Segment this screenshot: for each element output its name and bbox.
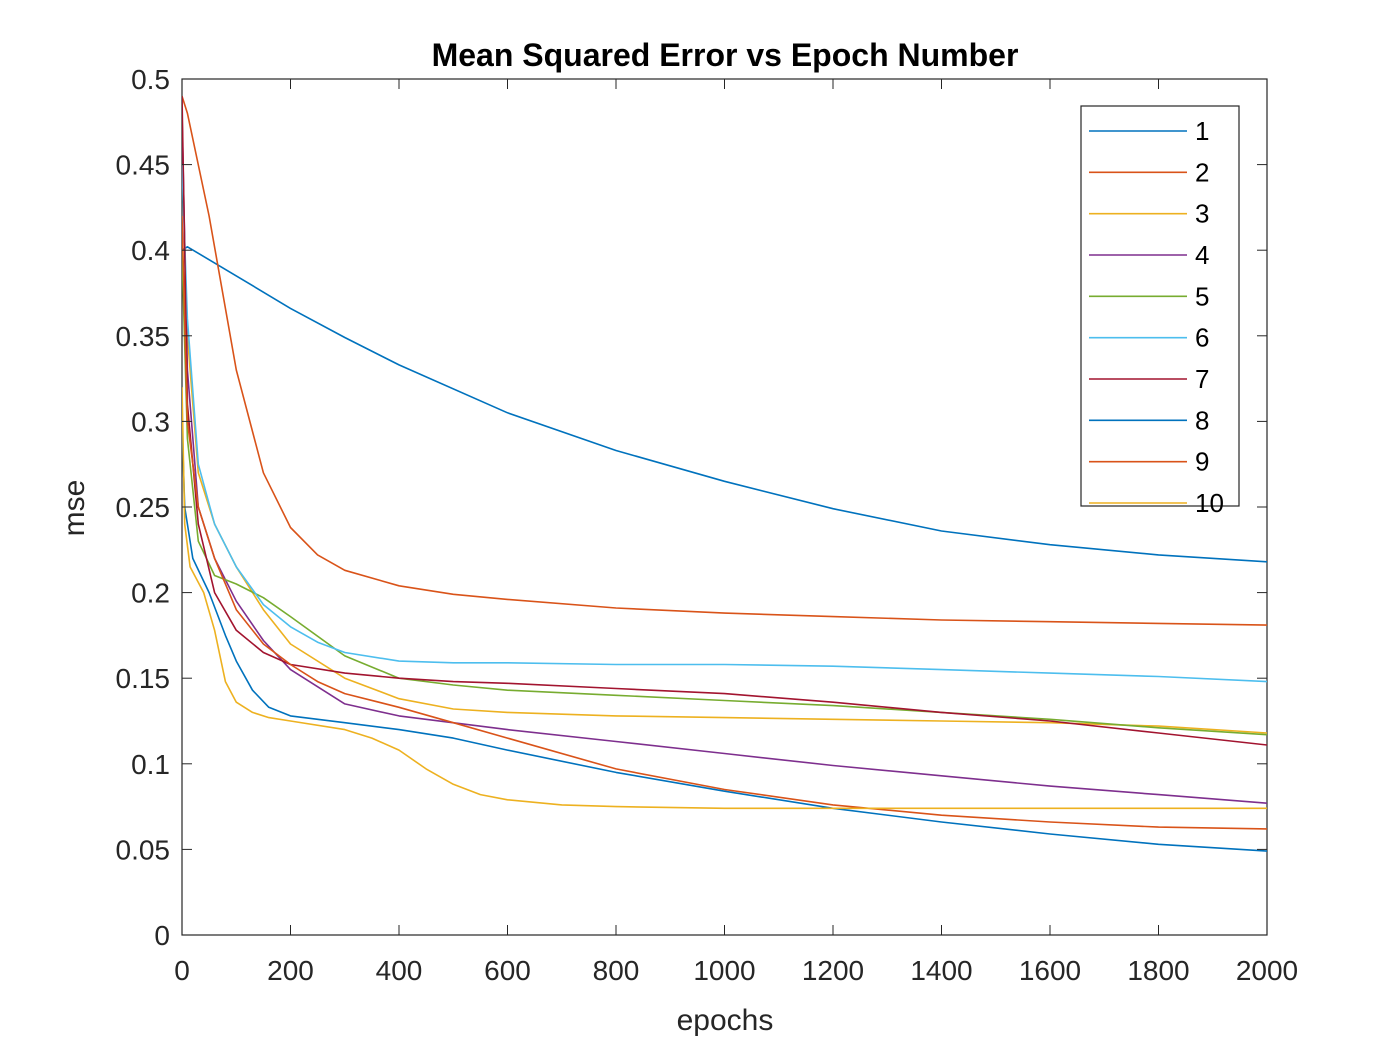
series-line-8 [182, 421, 1267, 852]
legend-label-4: 4 [1195, 240, 1209, 270]
y-tick-label: 0.4 [131, 235, 170, 266]
series-line-6 [182, 164, 1267, 683]
x-tick-label: 1600 [1019, 955, 1081, 986]
x-tick-label: 600 [484, 955, 531, 986]
legend-label-8: 8 [1195, 405, 1209, 435]
y-tick-label: 0.05 [116, 834, 171, 865]
x-tick-label: 1200 [802, 955, 864, 986]
x-axis-label: epochs [677, 1004, 774, 1037]
y-tick-label: 0.25 [116, 492, 171, 523]
legend-label-7: 7 [1195, 364, 1209, 394]
series-lines [182, 95, 1267, 852]
y-tick-label: 0.2 [131, 578, 170, 609]
series-line-1 [182, 246, 1267, 563]
x-tick-label: 1800 [1127, 955, 1189, 986]
y-tick-label: 0.35 [116, 321, 171, 352]
x-tick-label: 800 [593, 955, 640, 986]
y-tick-label: 0 [154, 920, 170, 951]
legend-label-1: 1 [1195, 116, 1209, 146]
y-tick-label: 0.1 [131, 749, 170, 780]
x-tick-label: 1000 [693, 955, 755, 986]
y-tick-label: 0.3 [131, 406, 170, 437]
x-tick-label: 1400 [910, 955, 972, 986]
y-axis-ticks: 0 0.05 0.1 0.15 0.2 0.25 0.3 0.35 0.4 0.45 0.5 [116, 64, 1267, 951]
y-tick-label: 0.5 [131, 64, 170, 95]
series-line-2 [182, 95, 1267, 626]
x-tick-label: 2000 [1236, 955, 1298, 986]
legend-label-3: 3 [1195, 199, 1209, 229]
legend-label-9: 9 [1195, 447, 1209, 477]
legend-label-5: 5 [1195, 281, 1209, 311]
legend-label-6: 6 [1195, 323, 1209, 353]
x-tick-label: 400 [376, 955, 423, 986]
series-line-7 [182, 96, 1267, 746]
series-line-9 [182, 215, 1267, 830]
legend-label-10: 10 [1195, 488, 1224, 518]
y-tick-label: 0.15 [116, 663, 171, 694]
y-axis-label: mse [58, 480, 91, 537]
legend: 1 2 3 4 5 6 7 8 9 10 [1080, 105, 1240, 518]
x-tick-label: 200 [267, 955, 314, 986]
x-axis-ticks: 0 200 400 600 800 1000 1200 1400 1600 1800 2000 [174, 79, 1298, 986]
legend-label-2: 2 [1195, 157, 1209, 187]
chart-title: Mean Squared Error vs Epoch Number [432, 37, 1019, 73]
legend-box [1080, 105, 1240, 507]
x-tick-label: 0 [174, 955, 190, 986]
series-line-10 [182, 387, 1267, 810]
y-tick-label: 0.45 [116, 150, 171, 181]
